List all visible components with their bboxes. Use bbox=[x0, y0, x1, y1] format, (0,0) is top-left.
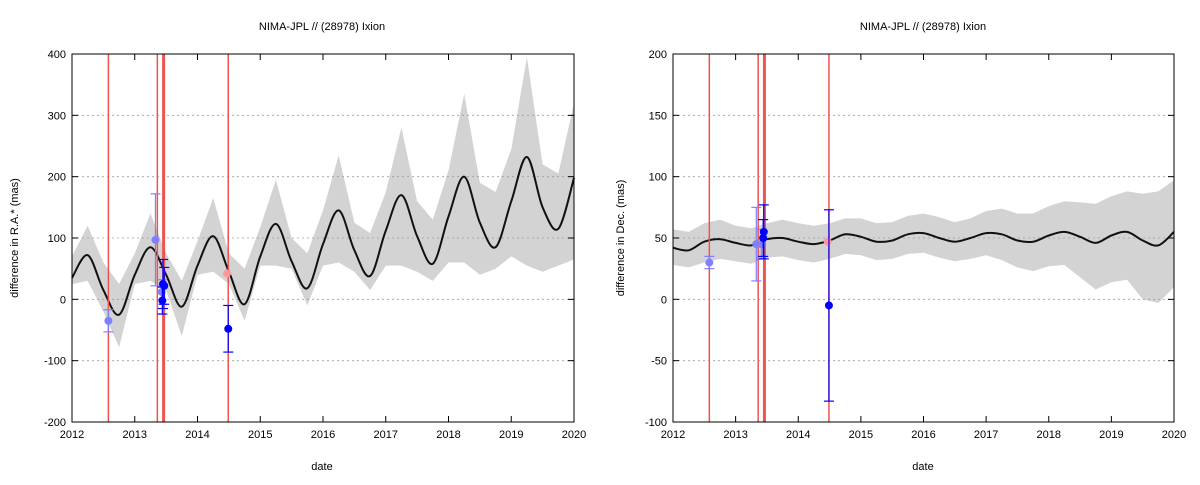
ra-x-tick-label: 2017 bbox=[374, 429, 398, 441]
dec-y-tick-label: 0 bbox=[661, 294, 667, 306]
dec-uncertainty-band bbox=[673, 180, 1174, 303]
dec-plot-area: -100 -50 0 50 100 150 200 2012 2013 2014 2015 2016 2… bbox=[645, 49, 1186, 441]
dec-y-tick-label: -100 bbox=[645, 417, 667, 429]
dec-data-point bbox=[705, 258, 714, 267]
dec-x-axis-label: date bbox=[912, 461, 933, 473]
ra-data-point bbox=[224, 324, 233, 333]
ra-data-point bbox=[104, 316, 113, 325]
ra-x-tick-label: 2016 bbox=[311, 429, 335, 441]
ra-x-tick-label: 2020 bbox=[562, 429, 586, 441]
ra-y-axis-label: difference in R.A.* (mas) bbox=[9, 178, 21, 298]
ra-y-tick-label: 300 bbox=[48, 110, 66, 122]
ra-x-tick-label: 2018 bbox=[436, 429, 460, 441]
dec-x-tick-label: 2013 bbox=[723, 429, 747, 441]
ra-y-tick-label: 100 bbox=[48, 233, 66, 245]
dec-chart-panel: NIMA-JPL // (28978) Ixion date differenc… bbox=[615, 21, 1186, 473]
ra-x-tick-label: 2013 bbox=[123, 429, 147, 441]
dec-y-tick-label: 50 bbox=[655, 233, 667, 245]
ra-chart-panel: NIMA-JPL // (28978) Ixion date differenc… bbox=[9, 21, 586, 473]
ra-y-tick-label: 400 bbox=[48, 49, 66, 61]
dec-y-tick-label: 200 bbox=[649, 49, 667, 61]
dec-y-axis-label: difference in Dec. (mas) bbox=[615, 180, 627, 297]
ra-data-point bbox=[222, 269, 231, 278]
ra-x-axis-label: date bbox=[311, 461, 332, 473]
ra-data-point bbox=[160, 281, 169, 290]
ra-x-tick-label: 2019 bbox=[499, 429, 523, 441]
ra-uncertainty-band bbox=[72, 57, 574, 348]
ra-y-tick-label: 200 bbox=[48, 172, 66, 184]
ra-y-tick-label: -100 bbox=[44, 356, 66, 368]
dec-data-point bbox=[759, 234, 768, 242]
dec-x-tick-label: 2015 bbox=[849, 429, 873, 441]
dec-x-tick-label: 2016 bbox=[911, 429, 935, 441]
ra-plot-area: -200 -100 0 100 200 300 400 2012 2013 2014 2015 201… bbox=[44, 49, 586, 441]
dec-y-tick-label: -50 bbox=[651, 356, 667, 368]
dec-x-tick-label: 2012 bbox=[661, 429, 685, 441]
ra-x-tick-label: 2014 bbox=[185, 429, 209, 441]
dec-x-tick-label: 2017 bbox=[974, 429, 998, 441]
dec-x-tick-label: 2019 bbox=[1099, 429, 1123, 441]
dec-data-point bbox=[823, 237, 832, 246]
dec-y-tick-label: 100 bbox=[649, 172, 667, 184]
dec-chart-title: NIMA-JPL // (28978) Ixion bbox=[860, 21, 986, 33]
dec-data-point bbox=[824, 301, 833, 310]
ra-chart-title: NIMA-JPL // (28978) Ixion bbox=[259, 21, 385, 33]
ra-x-tick-label: 2015 bbox=[248, 429, 272, 441]
dec-x-tick-label: 2018 bbox=[1037, 429, 1061, 441]
dec-x-tick-label: 2020 bbox=[1162, 429, 1186, 441]
dec-data-point bbox=[759, 227, 768, 236]
ra-data-point bbox=[151, 235, 160, 244]
ra-y-tick-label: -200 bbox=[44, 417, 66, 429]
dec-y-tick-label: 150 bbox=[649, 110, 667, 122]
ra-data-point bbox=[158, 296, 167, 305]
dec-x-tick-label: 2014 bbox=[786, 429, 810, 441]
ra-y-tick-label: 0 bbox=[60, 294, 66, 306]
ra-x-tick-label: 2012 bbox=[60, 429, 84, 441]
